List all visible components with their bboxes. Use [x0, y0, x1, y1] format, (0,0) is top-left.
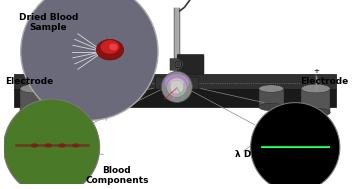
Ellipse shape: [72, 143, 79, 148]
Ellipse shape: [170, 80, 184, 94]
Ellipse shape: [165, 74, 189, 92]
Polygon shape: [14, 74, 336, 89]
FancyBboxPatch shape: [170, 59, 180, 70]
Ellipse shape: [20, 84, 49, 93]
Ellipse shape: [96, 39, 124, 60]
Bar: [20, 89, 49, 112]
Bar: [175, 8, 179, 89]
Ellipse shape: [176, 62, 181, 67]
Text: Dried Blood
Sample: Dried Blood Sample: [18, 13, 78, 32]
Ellipse shape: [170, 79, 184, 87]
Bar: [173, 72, 181, 85]
Ellipse shape: [67, 85, 91, 92]
Text: Electrode: Electrode: [300, 77, 348, 86]
Bar: [259, 89, 283, 107]
Ellipse shape: [4, 99, 100, 189]
Ellipse shape: [259, 85, 283, 92]
Text: Electrode: Electrode: [5, 77, 53, 86]
Bar: [301, 89, 330, 112]
Ellipse shape: [161, 71, 192, 102]
Ellipse shape: [259, 103, 283, 111]
Ellipse shape: [67, 103, 91, 111]
FancyBboxPatch shape: [155, 77, 198, 89]
Ellipse shape: [301, 108, 330, 117]
Text: λ DNA: λ DNA: [235, 150, 266, 159]
Ellipse shape: [101, 40, 119, 54]
Ellipse shape: [21, 0, 158, 120]
FancyBboxPatch shape: [177, 54, 204, 74]
Ellipse shape: [31, 143, 38, 148]
Ellipse shape: [109, 43, 118, 50]
Bar: [174, 8, 180, 89]
Text: Blood
Components: Blood Components: [85, 166, 149, 185]
Ellipse shape: [44, 143, 52, 148]
Ellipse shape: [58, 143, 66, 148]
Ellipse shape: [174, 60, 183, 69]
Ellipse shape: [167, 77, 187, 97]
Bar: [67, 89, 91, 107]
Text: +: +: [313, 68, 319, 74]
Ellipse shape: [301, 84, 330, 93]
Polygon shape: [14, 89, 336, 107]
Ellipse shape: [251, 103, 340, 189]
Ellipse shape: [20, 108, 49, 117]
